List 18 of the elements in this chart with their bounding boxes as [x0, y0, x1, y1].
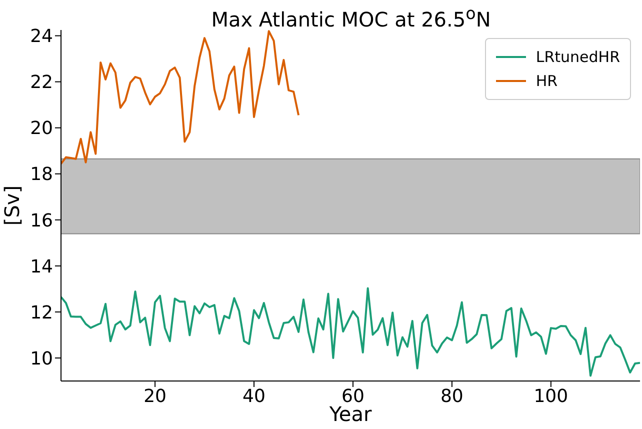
legend-label: LRtunedHR — [536, 48, 620, 66]
y-axis-title: [Sv] — [0, 185, 24, 226]
y-tick-label: 14 — [30, 256, 53, 278]
x-tick-label: 40 — [242, 386, 266, 407]
y-tick-label: 24 — [30, 26, 53, 48]
x-tick-label: 100 — [534, 386, 568, 407]
chart-title: Max Atlantic MOC at 26.5$^{o}$N — [210, 4, 492, 32]
x-tick-label: 80 — [440, 386, 464, 407]
line-series — [61, 30, 300, 165]
y-tick-label: 22 — [30, 72, 53, 94]
line-series — [61, 287, 640, 377]
x-tick-label: 20 — [144, 386, 166, 407]
y-tick-label: 12 — [30, 302, 53, 324]
y-tick-label: 18 — [30, 164, 53, 186]
y-tick-label: 20 — [30, 118, 53, 140]
legend-label: HR — [536, 72, 558, 90]
y-tick-label: 16 — [30, 210, 53, 232]
y-tick-label: 10 — [30, 348, 53, 370]
